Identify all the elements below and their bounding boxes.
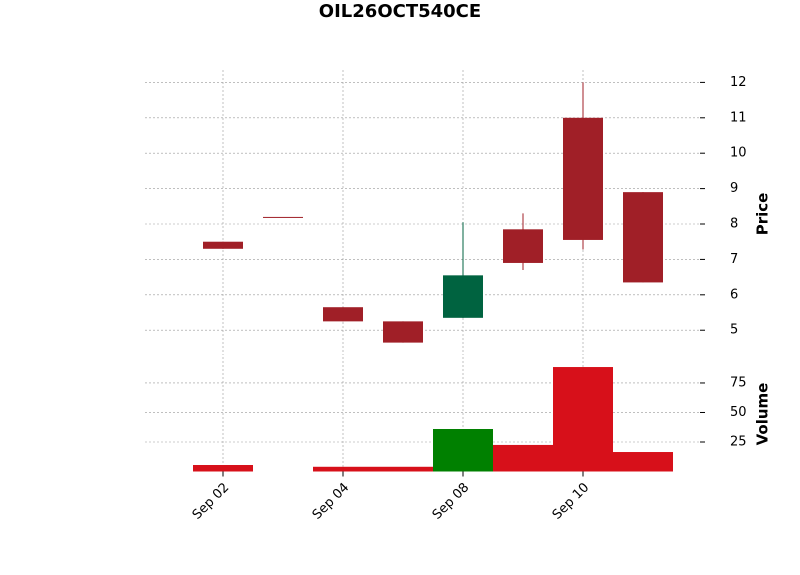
volume-tick-label: 25 — [730, 434, 747, 449]
candle-body — [323, 307, 363, 322]
volume-bar — [613, 452, 673, 472]
candle-body — [503, 229, 543, 263]
y-tick-label: 6 — [730, 287, 738, 302]
x-tick-label: Sep 10 — [550, 480, 593, 523]
volume-bar — [313, 466, 373, 472]
volume-bar — [553, 367, 613, 472]
x-tick-label: Sep 04 — [310, 480, 353, 523]
chart-title: OIL26OCT540CE — [319, 1, 481, 22]
candle-body — [623, 192, 663, 283]
volume-bar — [493, 444, 553, 472]
y-tick-label: 5 — [730, 323, 738, 338]
x-tick-label: Sep 08 — [430, 480, 473, 523]
candle-body — [563, 117, 603, 240]
y-axis-label: Price — [754, 193, 772, 236]
candle-body — [383, 321, 423, 343]
volume-bar — [193, 465, 253, 472]
y-tick-label: 8 — [730, 217, 738, 232]
x-tick-label: Sep 02 — [190, 480, 233, 523]
y-tick-label: 12 — [730, 75, 747, 90]
volume-tick-label: 50 — [730, 405, 747, 420]
y-tick-label: 10 — [730, 146, 747, 161]
volume-bar — [373, 466, 433, 472]
y-tick-label: 11 — [730, 110, 747, 125]
candle-body — [203, 241, 243, 249]
candle-body — [443, 275, 483, 318]
y-tick-label: 9 — [730, 181, 738, 196]
y-tick-label: 7 — [730, 252, 738, 267]
volume-bar — [433, 429, 493, 472]
volume-tick-label: 75 — [730, 375, 747, 390]
candle-body — [263, 216, 303, 218]
volume-axis-label: Volume — [754, 383, 772, 446]
